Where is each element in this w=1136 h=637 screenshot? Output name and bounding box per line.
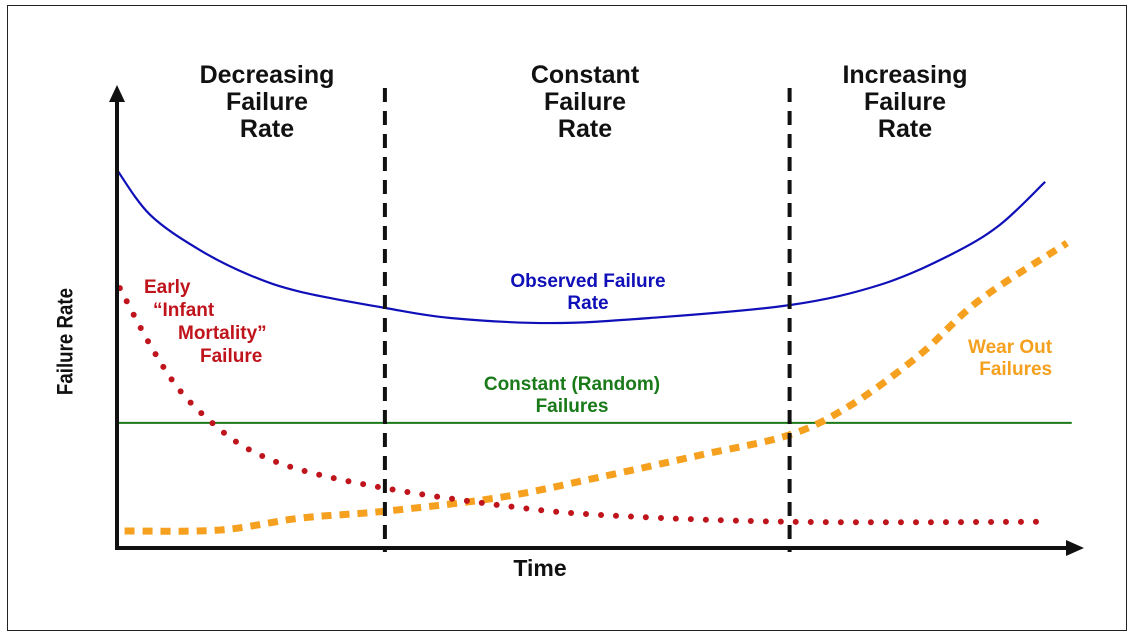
y-axis-arrow-icon bbox=[109, 85, 125, 102]
region-label-decreasing: Decreasing Failure Rate bbox=[137, 62, 397, 143]
region-label-line: Failure bbox=[864, 88, 946, 116]
wear-out-label: Wear Out Failures bbox=[968, 337, 1052, 381]
region-label-line: Failure bbox=[226, 88, 308, 116]
label-line: Wear Out bbox=[968, 337, 1053, 358]
label-line: Observed Failure bbox=[510, 271, 666, 292]
x-axis-label: Time bbox=[513, 555, 567, 581]
label-line: Mortality” bbox=[178, 323, 267, 344]
y-axis-label: Failure Rate bbox=[52, 288, 78, 396]
region-label-line: Rate bbox=[239, 115, 295, 143]
region-label-line: Decreasing bbox=[199, 61, 335, 89]
label-line: Failure bbox=[200, 346, 263, 367]
region-label-line: Constant bbox=[530, 61, 640, 89]
label-line: Rate bbox=[567, 293, 609, 314]
region-label-line: Rate bbox=[557, 115, 613, 143]
label-line: Failures bbox=[979, 359, 1053, 380]
region-label-constant: Constant Failure Rate bbox=[455, 62, 715, 143]
label-line: Failures bbox=[535, 396, 609, 417]
label-line: Constant (Random) bbox=[483, 374, 661, 395]
x-axis-arrow-icon bbox=[1066, 540, 1084, 556]
label-line: Early bbox=[144, 277, 191, 298]
region-label-line: Rate bbox=[877, 115, 933, 143]
region-label-increasing: Increasing Failure Rate bbox=[775, 62, 1035, 143]
region-label-line: Increasing bbox=[842, 61, 968, 89]
observed-label: Observed Failure Rate bbox=[458, 271, 718, 315]
series-line-early-infant-mortality-failure bbox=[116, 285, 1053, 526]
infant-mortality-label: Early “Infant Mortality” Failure bbox=[140, 276, 267, 368]
constant-random-label: Constant (Random) Failures bbox=[432, 374, 712, 418]
region-label-line: Failure bbox=[544, 88, 626, 116]
chart-frame bbox=[7, 5, 1127, 631]
series-line-observed-failure-rate bbox=[116, 169, 1046, 325]
label-line: “Infant bbox=[153, 300, 215, 321]
